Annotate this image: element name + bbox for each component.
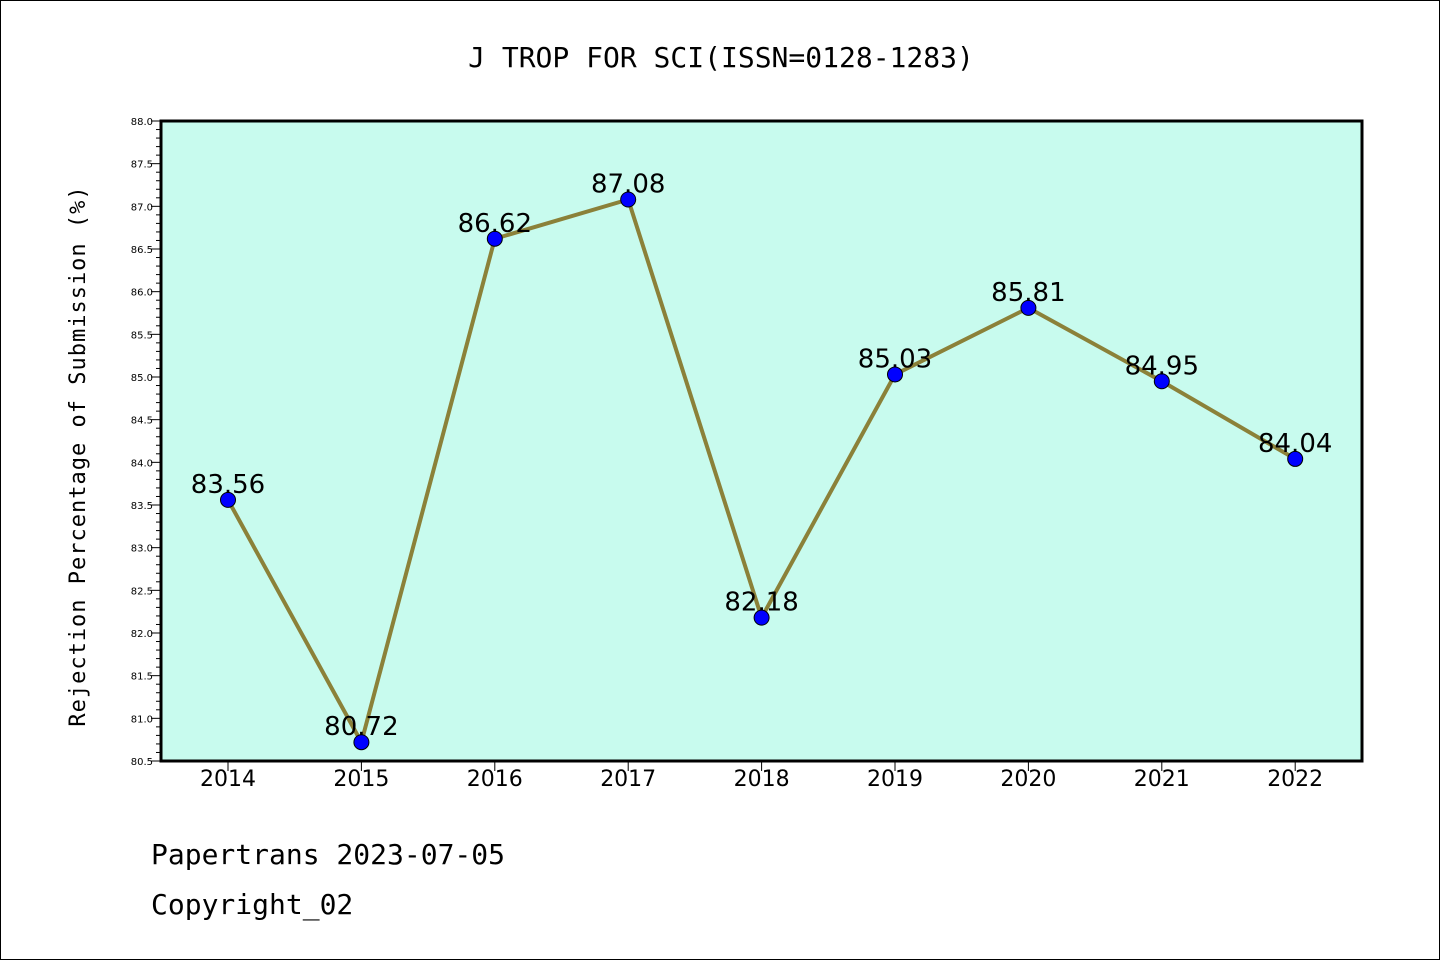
x-tick-label: 2019 bbox=[867, 767, 923, 792]
y-tick-label: 81.0 bbox=[131, 714, 153, 725]
footer-date: Papertrans 2023-07-05 bbox=[151, 838, 505, 871]
x-tick-label: 2022 bbox=[1267, 767, 1323, 792]
data-label: 82.18 bbox=[724, 588, 798, 618]
x-axis: 2014 2015 2016 2017 2018 2019 2020 2021 2022 bbox=[200, 761, 1323, 792]
data-point bbox=[1287, 450, 1304, 467]
y-axis: 80.5 81.0 81.5 82.0 82.5 83.0 83.5 84.0 84.5 85.0… bbox=[131, 117, 161, 768]
data-labels: 83.56 80.72 86.62 87.08 82.18 85.03 85.81 84.95… bbox=[191, 170, 1333, 743]
data-label: 85.03 bbox=[858, 344, 932, 374]
data-point bbox=[220, 491, 236, 508]
y-tick-label: 84.0 bbox=[131, 458, 153, 469]
data-label: 84.95 bbox=[1125, 351, 1199, 381]
x-tick-label: 2015 bbox=[333, 767, 389, 792]
data-label: 83.56 bbox=[191, 470, 265, 500]
y-tick-label: 84.5 bbox=[131, 416, 153, 427]
y-tick-label: 86.0 bbox=[131, 288, 153, 299]
x-tick-label: 2021 bbox=[1134, 767, 1190, 792]
data-point bbox=[486, 230, 503, 247]
y-axis-label: Rejection Percentage of Submission (%) bbox=[66, 185, 91, 726]
data-point bbox=[1020, 299, 1037, 316]
chart-title: J TROP FOR SCI(ISSN=0128-1283) bbox=[468, 41, 974, 74]
x-tick-label: 2014 bbox=[200, 767, 256, 792]
y-tick-label: 82.0 bbox=[131, 629, 153, 640]
data-point bbox=[1153, 373, 1170, 390]
data-label: 87.08 bbox=[591, 170, 665, 200]
y-tick-label: 83.5 bbox=[131, 501, 153, 512]
plot-border bbox=[159, 119, 1364, 763]
footer-copyright: Copyright_02 bbox=[151, 888, 353, 922]
data-point bbox=[753, 609, 770, 626]
data-point bbox=[353, 734, 370, 751]
y-tick-label: 80.5 bbox=[131, 757, 153, 768]
data-label: 85.81 bbox=[991, 278, 1065, 308]
x-tick-label: 2018 bbox=[734, 767, 790, 792]
y-tick-label: 85.5 bbox=[131, 330, 153, 341]
x-tick-label: 2017 bbox=[600, 767, 656, 792]
y-tick-label: 88.0 bbox=[131, 117, 153, 128]
data-point bbox=[620, 191, 637, 208]
y-tick-label: 86.5 bbox=[131, 245, 153, 256]
data-label: 80.72 bbox=[324, 712, 398, 742]
data-label: 86.62 bbox=[458, 209, 532, 239]
x-tick-label: 2020 bbox=[1000, 767, 1056, 792]
series-line-group bbox=[220, 191, 1304, 751]
y-tick-label: 85.0 bbox=[131, 373, 153, 384]
y-tick-label: 87.5 bbox=[131, 160, 153, 171]
y-tick-label: 81.5 bbox=[131, 672, 153, 683]
data-point bbox=[887, 366, 903, 383]
y-tick-label: 87.0 bbox=[131, 202, 153, 213]
data-label: 84.04 bbox=[1258, 429, 1332, 459]
plot-area bbox=[161, 121, 1362, 761]
x-tick-label: 2016 bbox=[467, 767, 523, 792]
y-tick-label: 83.0 bbox=[131, 544, 153, 555]
y-tick-label: 82.5 bbox=[131, 586, 153, 597]
